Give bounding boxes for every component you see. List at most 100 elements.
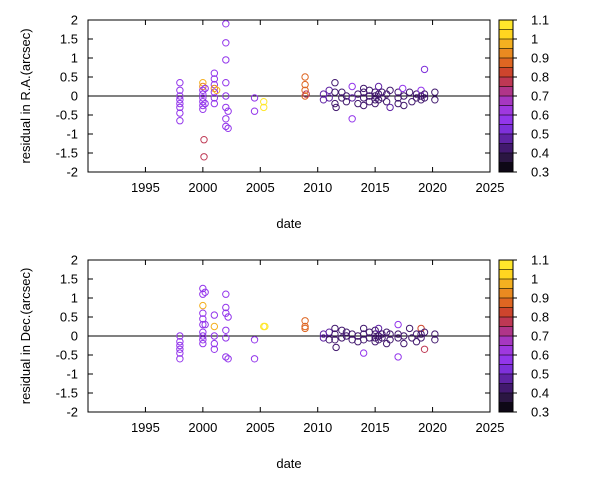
data-point (420, 94, 429, 102)
data-point (394, 353, 402, 361)
colorbar-band (499, 67, 513, 78)
data-point (420, 90, 429, 98)
data-point (348, 115, 356, 123)
y-tick-label: -1.5 (56, 146, 78, 161)
colorbar-band (499, 86, 513, 97)
data-point (250, 107, 259, 115)
y-tick-label: -1.5 (56, 386, 78, 401)
data-point (224, 124, 232, 133)
data-point (222, 334, 230, 342)
colorbar-band (499, 355, 513, 365)
y-tick-label: -0.5 (56, 108, 78, 123)
data-point (222, 103, 230, 112)
x-tick-label: 2005 (246, 420, 275, 435)
colorbar-band (499, 374, 513, 384)
data-point (222, 92, 230, 100)
data-point (338, 326, 346, 334)
data-point (408, 98, 416, 106)
data-point (199, 290, 207, 298)
y-tick-label: 0 (71, 89, 78, 104)
data-point (301, 80, 309, 89)
data-point (210, 94, 219, 102)
x-tick-label: 2025 (476, 180, 505, 195)
data-point (301, 324, 309, 333)
data-point (408, 334, 416, 342)
data-point (301, 86, 309, 95)
y-tick-label: 1.5 (60, 272, 78, 287)
dec-residual-panel: 1995 2000 2005 2010 2015 2020 2025 -2 -1.5 -1 -0.5… (18, 253, 549, 472)
data-point (431, 336, 439, 344)
data-point (261, 322, 269, 331)
colorbar-band (499, 77, 513, 87)
data-point (222, 39, 230, 47)
data-point (359, 101, 368, 110)
data-point (201, 288, 209, 296)
data-point (210, 311, 219, 319)
x-tick-label: 2000 (188, 420, 217, 435)
data-point (382, 98, 391, 106)
data-point (405, 88, 414, 96)
data-point (378, 334, 386, 342)
colorbar-band (499, 298, 513, 308)
data-point (348, 82, 356, 91)
colorbar-band (499, 307, 513, 318)
x-tick-label: 2010 (303, 420, 332, 435)
data-point (378, 94, 386, 102)
data-point (210, 88, 219, 96)
colorbar-band (499, 393, 513, 403)
y-tick-label: 1 (71, 51, 78, 66)
data-point (378, 88, 386, 96)
y-tick-label: -2 (66, 165, 78, 180)
colorbar-tick-label: 0.4 (531, 146, 549, 161)
y-tick-label: 1.5 (60, 32, 78, 47)
colorbar-band (499, 162, 513, 173)
colorbar-band (499, 115, 513, 125)
data-point (394, 320, 402, 329)
data-point (222, 326, 230, 334)
colorbar-band (499, 134, 513, 144)
colorbar-tick-label: 0.3 (531, 405, 549, 420)
data-point (201, 320, 209, 329)
data-point (250, 94, 259, 102)
data-point (200, 153, 208, 161)
data-point (176, 103, 184, 112)
data-point (201, 99, 209, 108)
y-tick-label: 2 (71, 13, 78, 28)
data-point (386, 86, 394, 95)
colorbar-band (499, 317, 513, 327)
data-point (325, 336, 333, 344)
data-point (210, 99, 219, 108)
colorbar-tick-label: 0.7 (531, 329, 549, 344)
data-point (365, 334, 374, 342)
colorbar-band (499, 364, 513, 375)
data-point (210, 339, 219, 348)
data-point (176, 355, 184, 363)
data-point (420, 328, 429, 336)
data-point (331, 88, 339, 96)
data-point (260, 98, 268, 106)
data-point (210, 84, 219, 93)
data-point (176, 345, 184, 353)
colorbar-tick-label: 0.8 (531, 70, 549, 85)
colorbar-band (499, 260, 513, 270)
data-point (222, 115, 230, 123)
y-tick-label: -2 (66, 405, 78, 420)
y-tick-label: 1 (71, 291, 78, 306)
data-point (331, 79, 339, 87)
colorbar-band (499, 326, 513, 337)
colorbar-tick-label: 0.9 (531, 51, 549, 66)
colorbar-band (499, 96, 513, 106)
data-point (412, 338, 421, 346)
colorbar-tick-label: 0.5 (531, 127, 549, 142)
y-tick-label: 2 (71, 253, 78, 268)
colorbar-tick-label: 1 (531, 32, 538, 47)
data-point (176, 86, 184, 95)
data-point (199, 339, 207, 348)
data-point (302, 90, 310, 98)
data-point (210, 75, 219, 83)
data-point (222, 303, 230, 312)
colorbar-band (499, 29, 513, 40)
data-point (301, 322, 309, 331)
data-point (365, 92, 374, 100)
